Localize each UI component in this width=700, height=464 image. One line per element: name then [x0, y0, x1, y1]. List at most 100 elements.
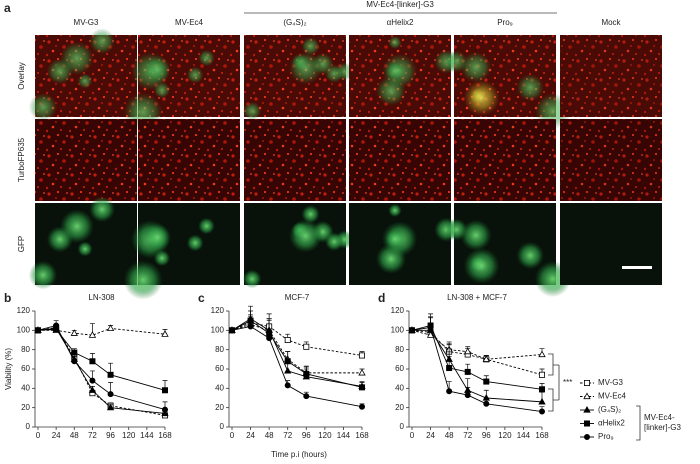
image-cell [516, 241, 544, 270]
marker [106, 403, 115, 411]
legend-label: αHelix2 [598, 419, 625, 428]
image-cell [59, 209, 94, 244]
x-tick-label: 120 [318, 431, 332, 440]
x-tick-label: 0 [230, 431, 235, 440]
column-label: Pro₉ [497, 18, 513, 27]
series-line [37, 327, 166, 414]
image-cell [28, 260, 58, 290]
micrograph [445, 35, 571, 130]
image-cell [460, 219, 492, 251]
row-label: GFP [17, 236, 26, 252]
image-background [560, 203, 662, 285]
legend-marker [584, 379, 591, 386]
marker [284, 336, 291, 343]
panel-label: a [4, 1, 11, 15]
y-axis-label: Viability (%) [4, 348, 13, 390]
micrograph [349, 119, 451, 201]
series-line [231, 324, 362, 374]
legend-marker [583, 405, 591, 413]
image-cell [385, 61, 405, 81]
marker [464, 368, 471, 375]
marker [464, 347, 472, 355]
series-line [37, 324, 166, 411]
legend-marker [583, 392, 591, 400]
marker [538, 397, 546, 405]
image-cell [123, 260, 163, 300]
x-tick-label: 144 [140, 431, 154, 440]
x-tick-label: 96 [106, 431, 115, 440]
column-label: (G₄S)₂ [283, 18, 306, 27]
chart-title: LN-308 + MCF-7 [447, 293, 507, 302]
micrograph [349, 203, 459, 285]
marker [53, 322, 60, 329]
x-tick-label: 144 [337, 431, 351, 440]
y-tick-label: 120 [391, 306, 405, 315]
error-bar [266, 313, 272, 334]
micrograph [242, 35, 354, 121]
marker [106, 324, 115, 331]
legend-group-label: [linker]-G3 [644, 423, 681, 432]
marker [161, 409, 169, 417]
series-line [231, 325, 363, 408]
y-tick-label: 100 [211, 325, 225, 334]
marker [539, 371, 546, 378]
panel-label: b [4, 291, 11, 305]
legend-group-label: MV-Ec4- [644, 413, 675, 422]
marker [446, 388, 453, 395]
image-cell [388, 35, 402, 50]
marker [161, 330, 169, 337]
marker [408, 327, 415, 334]
marker [482, 355, 490, 362]
y-tick-label: 0 [400, 422, 405, 431]
y-tick-label: 40 [21, 383, 30, 392]
marker [266, 335, 273, 342]
x-tick-label: 0 [410, 431, 415, 440]
marker [539, 408, 546, 415]
marker [70, 329, 78, 336]
image-cell [186, 66, 204, 84]
x-tick-label: 72 [88, 431, 97, 440]
y-tick-label: 120 [211, 306, 225, 315]
micrograph [35, 119, 137, 201]
marker [35, 327, 42, 334]
chart-title: LN-308 [88, 293, 115, 302]
y-tick-label: 0 [26, 422, 31, 431]
micrograph [28, 28, 137, 122]
micrograph [560, 35, 662, 117]
column-label: MV-Ec4 [175, 18, 204, 27]
marker [247, 323, 254, 330]
y-tick-label: 40 [395, 383, 404, 392]
y-tick-label: 60 [215, 364, 224, 373]
image-cell [301, 205, 320, 224]
image-texture [35, 119, 137, 201]
significance-bracket [548, 353, 560, 412]
group-label: MV-Ec4-[linker]-G3 [366, 0, 434, 9]
y-tick-label: 0 [220, 422, 225, 431]
series-line [411, 324, 543, 390]
marker [161, 387, 168, 394]
y-tick-label: 20 [21, 403, 30, 412]
column-label: Mock [601, 18, 621, 27]
micrograph [138, 119, 240, 201]
image-cell [198, 49, 215, 67]
image-cell [77, 73, 93, 89]
x-tick-label: 0 [36, 431, 41, 440]
row-label: Overlay [17, 62, 26, 90]
marker [303, 370, 310, 377]
y-tick-label: 60 [21, 364, 30, 373]
x-tick-label: 168 [535, 431, 549, 440]
marker [107, 391, 114, 398]
image-cell [198, 217, 215, 235]
marker [358, 403, 365, 410]
marker [284, 366, 292, 374]
marker [88, 331, 97, 338]
image-cell [89, 28, 116, 55]
significance: *** [563, 378, 572, 387]
micrograph [244, 119, 346, 201]
series-line [411, 326, 543, 412]
micrograph [242, 203, 354, 289]
marker [446, 365, 453, 372]
marker [539, 386, 546, 393]
y-tick-label: 80 [21, 345, 30, 354]
